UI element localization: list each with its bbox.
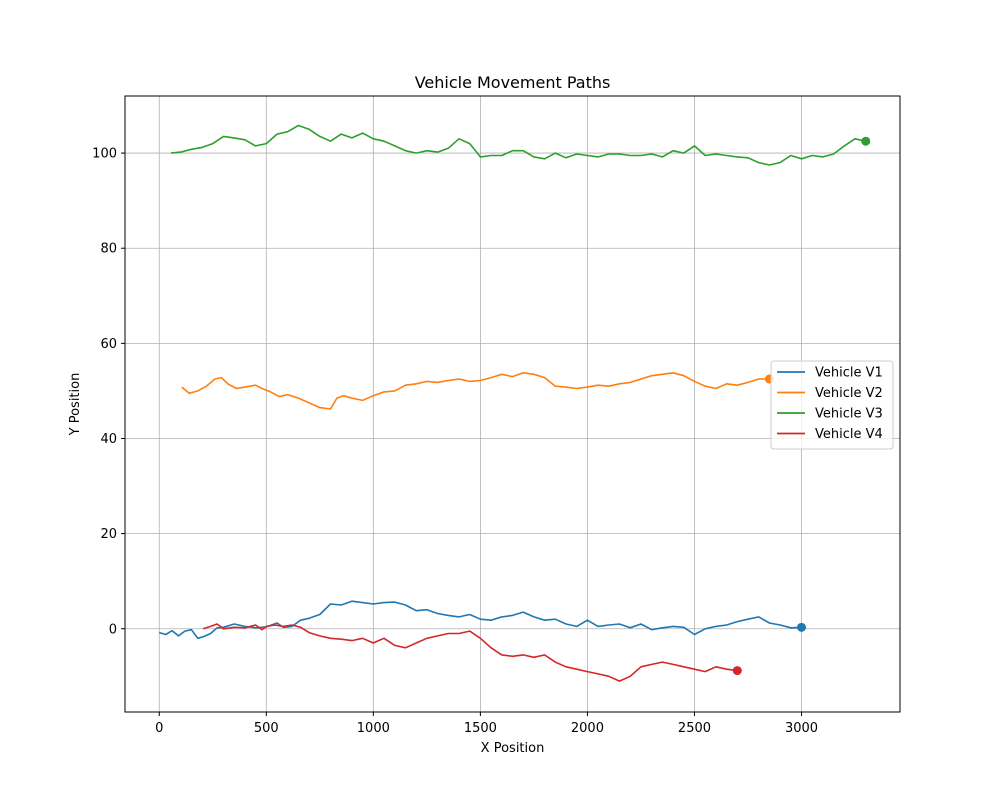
series-line-v1 [159,600,802,640]
x-tick-label: 0 [155,721,163,736]
x-tick-label: 1500 [464,721,497,736]
x-tick-label: 1000 [357,721,390,736]
y-tick-label: 100 [92,147,117,162]
x-tick-label: 2000 [571,721,604,736]
chart-title: Vehicle Movement Paths [415,73,611,92]
legend-label-v1: Vehicle V1 [815,366,883,381]
x-tick-label: 3000 [785,721,818,736]
x-tick-label: 2500 [678,721,711,736]
series-line-v2 [181,371,770,410]
plot-frame [124,95,901,713]
tick-layer: 0 500 1000 1500 2000 2500 3000 0 20 40 60 80 100 [92,147,818,736]
series-end-marker-v1 [797,622,807,632]
legend-label-v3: Vehicle V3 [815,407,883,422]
legend-label-v4: Vehicle V4 [815,427,883,442]
series-line-v3 [170,124,866,166]
x-tick-label: 500 [254,721,279,736]
y-tick-label: 60 [100,337,117,352]
legend-box [770,360,894,450]
y-axis-title: Y Position [68,373,83,437]
y-tick-label: 0 [109,622,117,637]
y-tick-label: 40 [100,432,117,447]
legend-label-v2: Vehicle V2 [815,386,883,401]
series-end-marker-v4 [732,666,742,676]
series-layer [159,124,871,682]
y-tick-label: 20 [100,527,117,542]
x-axis-title: X Position [481,741,545,756]
y-tick-label: 80 [100,242,117,257]
legend: Vehicle V1 Vehicle V2 Vehicle V3 Vehicle V4 [770,360,894,450]
series-end-marker-v3 [861,136,871,146]
series-line-v4 [202,623,738,682]
